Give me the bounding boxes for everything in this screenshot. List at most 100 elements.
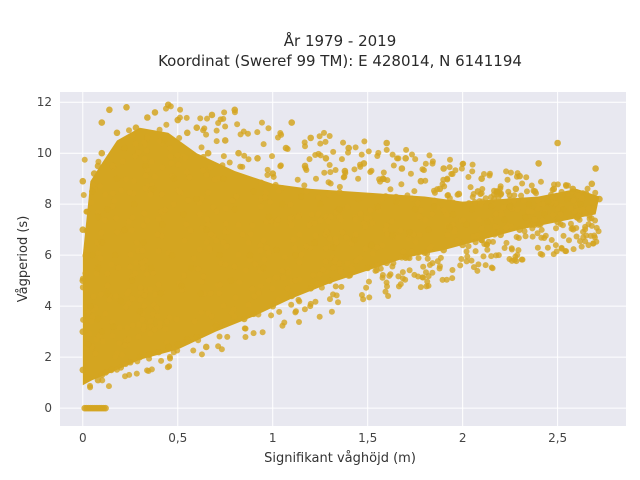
scatter-point <box>202 343 210 351</box>
scatter-point <box>216 290 223 297</box>
scatter-point <box>168 160 175 167</box>
scatter-point <box>316 271 323 278</box>
scatter-point <box>156 137 163 144</box>
scatter-point <box>122 342 129 349</box>
scatter-point <box>257 242 264 249</box>
scatter-point <box>589 199 596 206</box>
scatter-point <box>156 320 163 327</box>
scatter-point <box>124 290 131 297</box>
scatter-point <box>190 255 197 262</box>
scatter-point <box>315 194 322 201</box>
scatter-point <box>394 155 401 162</box>
scatter-point <box>354 195 362 203</box>
scatter-point <box>330 291 337 298</box>
scatter-point <box>478 175 485 182</box>
scatter-point <box>521 228 528 235</box>
scatter-point <box>358 151 365 158</box>
scatter-point <box>297 193 305 200</box>
scatter-point <box>319 266 326 273</box>
scatter-point <box>559 222 566 229</box>
y-tick-label: 8 <box>44 197 52 211</box>
scatter-point <box>98 328 106 335</box>
scatter-point <box>519 180 526 187</box>
scatter-point <box>436 265 443 272</box>
scatter-point <box>495 252 502 259</box>
scatter-point <box>287 215 294 222</box>
scatter-point <box>326 191 333 198</box>
scatter-point <box>317 217 324 224</box>
scatter-point <box>141 155 148 162</box>
scatter-point <box>148 158 155 165</box>
y-tick-label: 0 <box>44 401 52 415</box>
scatter-point <box>151 173 158 180</box>
scatter-point <box>141 292 148 299</box>
scatter-point <box>239 231 246 238</box>
scatter-point <box>439 180 446 187</box>
scatter-point <box>412 238 419 245</box>
scatter-point <box>104 270 111 277</box>
scatter-point <box>316 313 323 320</box>
scatter-point <box>274 274 281 281</box>
scatter-point <box>176 135 183 142</box>
scatter-point <box>198 309 205 316</box>
scatter-point <box>264 166 271 173</box>
scatter-point <box>102 369 109 376</box>
scatter-point <box>222 228 229 235</box>
scatter-point <box>82 286 89 293</box>
scatter-point <box>534 230 541 237</box>
scatter-point <box>475 216 482 223</box>
x-tick-label: 0,5 <box>168 431 187 445</box>
scatter-point <box>437 254 444 261</box>
scatter-point <box>446 223 453 231</box>
scatter-point <box>196 211 203 218</box>
scatter-point <box>472 248 479 255</box>
scatter-point <box>117 297 125 305</box>
scatter-point <box>480 253 487 260</box>
scatter-point <box>275 187 282 194</box>
scatter-point <box>335 299 342 306</box>
scatter-point <box>257 203 264 210</box>
scatter-point <box>290 236 297 243</box>
scatter-point <box>142 185 149 192</box>
scatter-point <box>121 144 128 152</box>
scatter-point <box>133 259 140 266</box>
scatter-point <box>101 217 108 224</box>
scatter-point <box>129 132 136 139</box>
scatter-point <box>582 190 590 198</box>
scatter-point <box>164 343 172 351</box>
scatter-point <box>322 258 329 265</box>
scatter-point <box>460 217 467 224</box>
scatter-point <box>501 216 508 223</box>
scatter-point <box>167 355 174 362</box>
scatter-point <box>149 185 157 193</box>
scatter-point <box>336 183 343 190</box>
scatter-point <box>508 246 515 253</box>
scatter-point <box>130 177 137 184</box>
scatter-point <box>116 324 123 331</box>
scatter-point <box>79 226 87 233</box>
scatter-point <box>436 185 444 193</box>
scatter-point <box>303 188 310 195</box>
scatter-point <box>259 264 267 272</box>
scatter-point <box>115 264 122 271</box>
scatter-point <box>491 195 498 202</box>
scatter-point <box>186 174 193 181</box>
scatter-point <box>398 181 405 188</box>
scatter-point <box>121 226 128 233</box>
scatter-point <box>326 296 333 303</box>
scatter-point <box>341 167 349 175</box>
scatter-point <box>439 276 446 283</box>
scatter-point <box>200 167 207 174</box>
scatter-point <box>516 172 523 180</box>
scatter-point <box>375 149 382 156</box>
scatter-point <box>204 216 211 223</box>
scatter-point <box>288 222 295 229</box>
scatter-point <box>94 264 102 272</box>
scatter-point <box>139 247 146 254</box>
scatter-point <box>167 145 174 152</box>
scatter-point <box>279 267 286 274</box>
scatter-point <box>126 189 133 196</box>
scatter-point <box>423 283 430 290</box>
scatter-point <box>269 170 277 177</box>
scatter-point <box>258 282 265 289</box>
